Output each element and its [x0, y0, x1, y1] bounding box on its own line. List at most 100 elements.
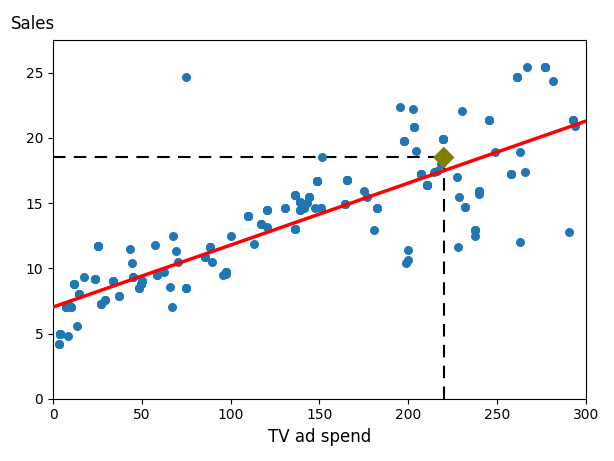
Point [221, 269, 231, 276]
Point [128, 274, 138, 281]
Point [136, 280, 146, 288]
Point [506, 171, 516, 178]
Point [342, 176, 352, 183]
Point [422, 181, 432, 189]
Point [373, 205, 383, 212]
Point [470, 227, 480, 234]
Point [221, 269, 231, 276]
Point [205, 244, 215, 251]
Point [72, 322, 82, 329]
Point [150, 241, 160, 248]
Point [295, 206, 305, 213]
Point [90, 275, 100, 283]
Point [340, 201, 350, 208]
Point [512, 73, 522, 80]
Point [520, 168, 530, 176]
Point [208, 258, 217, 266]
X-axis label: TV ad spend: TV ad spend [268, 428, 371, 446]
Point [66, 304, 76, 311]
Point [369, 227, 379, 234]
Point [90, 275, 100, 283]
Point [470, 232, 480, 239]
Point [290, 192, 300, 199]
Point [55, 330, 65, 337]
Point [340, 201, 350, 208]
Point [295, 206, 305, 213]
Point [136, 280, 146, 288]
Point [134, 284, 144, 291]
Point [399, 137, 409, 144]
Point [569, 116, 578, 124]
Point [134, 284, 144, 291]
Point [295, 198, 305, 206]
Point [302, 200, 312, 207]
Point [61, 304, 71, 311]
Point [125, 245, 134, 253]
Point [399, 137, 409, 144]
Point [540, 64, 550, 71]
Point [312, 177, 322, 184]
Point [181, 284, 191, 291]
Point [399, 137, 409, 144]
Point [61, 304, 71, 311]
Point [243, 213, 253, 220]
Point [109, 278, 119, 285]
Point [221, 270, 231, 277]
Point [166, 283, 176, 290]
Point [290, 192, 300, 199]
Point [564, 228, 574, 236]
Point [159, 269, 169, 276]
Point [438, 136, 448, 143]
Point [304, 193, 314, 200]
Point [512, 73, 522, 80]
Point [295, 198, 305, 206]
Point [460, 203, 470, 211]
Point [490, 148, 500, 156]
Point [299, 205, 309, 212]
Point [438, 136, 448, 143]
Point [484, 116, 494, 124]
Point [227, 232, 236, 239]
Point [312, 177, 322, 184]
Point [312, 177, 322, 184]
Point [457, 107, 467, 114]
Point [409, 124, 419, 131]
Point [114, 292, 123, 299]
Point [152, 271, 162, 278]
Point [409, 124, 419, 131]
Point [316, 205, 325, 212]
Point [55, 330, 65, 337]
Point [438, 136, 448, 143]
Point [93, 242, 103, 250]
Point [540, 64, 550, 71]
Point [408, 106, 418, 113]
Point [200, 253, 209, 260]
Point [137, 278, 147, 285]
Point [409, 124, 419, 131]
Point [243, 213, 253, 220]
Point [422, 181, 432, 189]
Point [243, 213, 253, 220]
Point [304, 193, 314, 200]
Point [340, 201, 350, 208]
Text: Sales: Sales [10, 15, 55, 33]
Point [55, 330, 65, 337]
Point [74, 291, 84, 298]
Point [100, 296, 110, 303]
Point [484, 116, 494, 124]
Point [137, 278, 147, 285]
Point [290, 225, 300, 233]
Point [475, 188, 484, 195]
Point [200, 253, 209, 260]
Point [262, 206, 272, 213]
Point [506, 171, 516, 178]
Point [128, 274, 138, 281]
Point [438, 136, 448, 143]
Point [69, 280, 79, 288]
Point [96, 300, 106, 307]
Point [93, 242, 103, 250]
Point [174, 258, 184, 266]
Point [136, 280, 146, 288]
Point [256, 220, 266, 228]
Point [316, 205, 325, 212]
